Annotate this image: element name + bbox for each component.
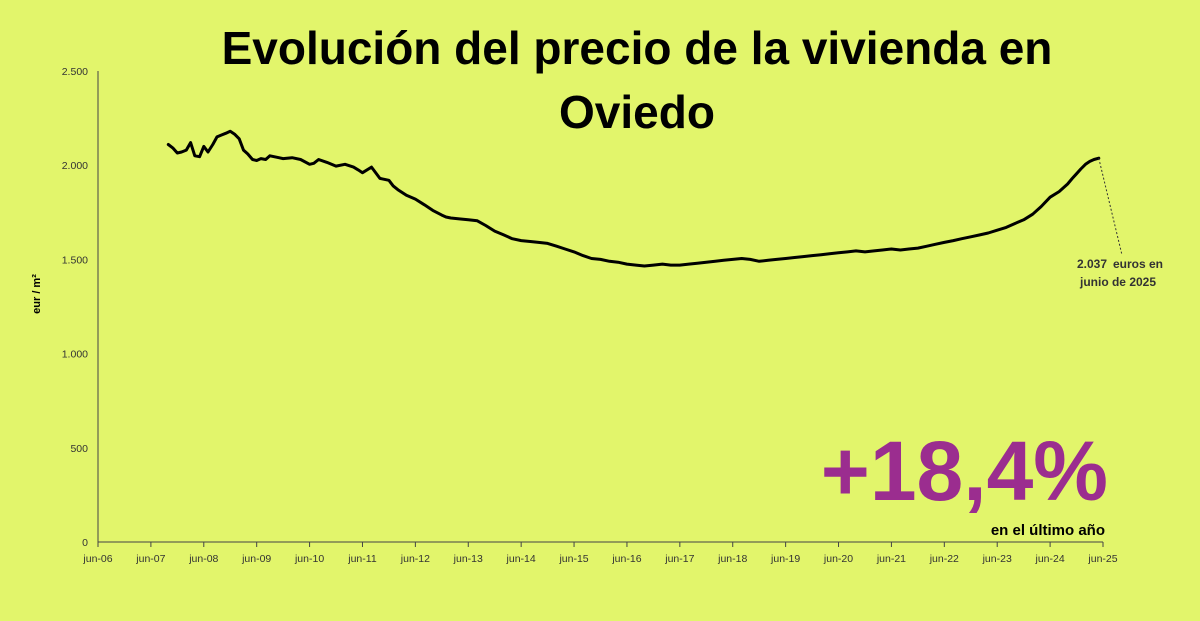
- x-tick-label: jun-17: [664, 553, 694, 565]
- price-series-line: [166, 129, 1101, 268]
- y-tick-label: 2.500: [62, 66, 88, 78]
- y-tick-label: 0: [82, 537, 88, 549]
- x-tick-label: jun-06: [82, 553, 112, 565]
- x-tick-label: jun-14: [506, 553, 536, 565]
- x-tick-label: jun-21: [876, 553, 906, 565]
- y-tick-label: 1.000: [62, 349, 88, 361]
- x-tick-label: jun-24: [1035, 553, 1065, 565]
- x-tick-label: jun-07: [135, 553, 165, 565]
- x-tick-label: jun-09: [241, 553, 271, 565]
- x-tick-label: jun-12: [400, 553, 430, 565]
- x-tick-label: jun-08: [188, 553, 218, 565]
- x-tick-label: jun-19: [770, 553, 800, 565]
- y-tick-label: 2.000: [62, 160, 88, 172]
- annotation-leader-line: [1098, 158, 1123, 256]
- chart-title-line-1: Evolución del precio de la vivienda en: [222, 22, 1053, 74]
- x-tick-label: jun-25: [1087, 553, 1117, 565]
- x-tick-label: jun-11: [347, 553, 377, 565]
- headline-caption: en el último año: [991, 522, 1105, 539]
- x-tick-label: jun-10: [294, 553, 324, 565]
- annotation-text-1: euros en: [1113, 257, 1163, 271]
- y-tick-label: 1.500: [62, 254, 88, 266]
- x-tick-label: jun-23: [982, 553, 1012, 565]
- x-tick-label: jun-22: [929, 553, 959, 565]
- headline-percent: +18,4%: [821, 424, 1108, 518]
- y-axis-label: eur / m²: [31, 274, 43, 314]
- annotation-value: 2.037: [1077, 257, 1107, 271]
- x-tick-label: jun-13: [453, 553, 483, 565]
- y-axis-ticks: 0 500 1.000 1.500 2.000 2.500: [62, 66, 88, 549]
- x-tick-label: jun-16: [611, 553, 641, 565]
- x-tick-label: jun-15: [558, 553, 588, 565]
- x-tick-label: jun-18: [717, 553, 747, 565]
- y-tick-label: 500: [70, 443, 88, 455]
- annotation-line-1: 2.037 euros en: [1077, 257, 1163, 271]
- x-axis-ticks: jun-06 jun-07 jun-08 jun-09 jun-10 jun-11 jun-…: [82, 542, 1118, 565]
- x-tick-label: jun-20: [823, 553, 853, 565]
- annotation-line-2: junio de 2025: [1079, 275, 1156, 289]
- chart-title-line-2: Oviedo: [559, 86, 715, 138]
